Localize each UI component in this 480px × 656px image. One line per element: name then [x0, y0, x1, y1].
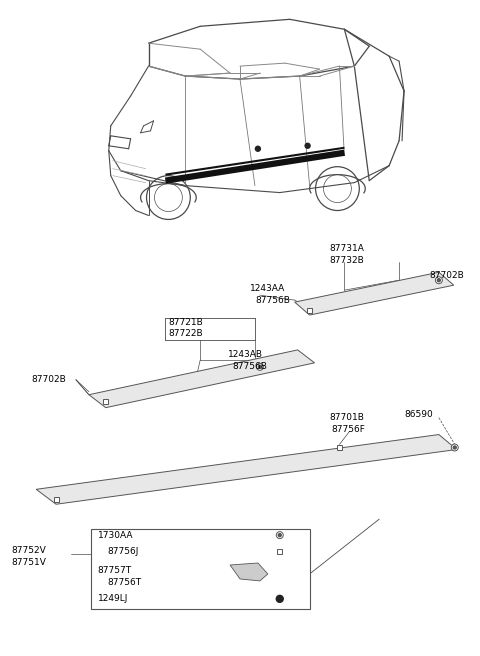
Polygon shape: [295, 272, 454, 315]
Text: 87701B: 87701B: [329, 413, 364, 422]
Text: 87722B: 87722B: [168, 329, 203, 338]
Circle shape: [256, 363, 264, 371]
Bar: [54, 497, 59, 502]
Text: 87756B: 87756B: [232, 362, 267, 371]
Circle shape: [278, 533, 281, 537]
Text: 87756F: 87756F: [332, 425, 365, 434]
Circle shape: [255, 146, 260, 152]
Text: 87756J: 87756J: [108, 546, 139, 556]
Text: 87702B: 87702B: [31, 375, 66, 384]
FancyBboxPatch shape: [91, 529, 310, 609]
Circle shape: [451, 444, 458, 451]
Polygon shape: [89, 350, 314, 407]
Text: 86590: 86590: [404, 410, 433, 419]
Text: 87721B: 87721B: [168, 318, 203, 327]
Polygon shape: [36, 434, 457, 504]
Text: 87731A: 87731A: [329, 244, 364, 253]
Bar: [307, 308, 312, 312]
Circle shape: [435, 277, 443, 283]
Circle shape: [437, 279, 440, 281]
Circle shape: [258, 365, 262, 368]
Circle shape: [453, 446, 456, 449]
Circle shape: [305, 143, 310, 148]
Text: 87757T: 87757T: [98, 567, 132, 575]
Text: 1243AB: 1243AB: [228, 350, 263, 359]
Polygon shape: [230, 563, 268, 581]
Circle shape: [276, 531, 283, 539]
Bar: [337, 445, 342, 450]
Text: 1730AA: 1730AA: [98, 531, 133, 540]
Text: 87752V: 87752V: [12, 546, 46, 554]
Bar: [103, 400, 108, 404]
Text: 87756B: 87756B: [255, 296, 290, 304]
Text: 1249LJ: 1249LJ: [98, 594, 128, 604]
Text: 87751V: 87751V: [12, 558, 46, 567]
Text: 87702B: 87702B: [429, 271, 464, 279]
Circle shape: [276, 596, 283, 602]
Text: 87732B: 87732B: [329, 256, 364, 265]
Text: 87756T: 87756T: [108, 579, 142, 587]
Bar: [277, 548, 282, 554]
Text: 1243AA: 1243AA: [250, 283, 285, 293]
